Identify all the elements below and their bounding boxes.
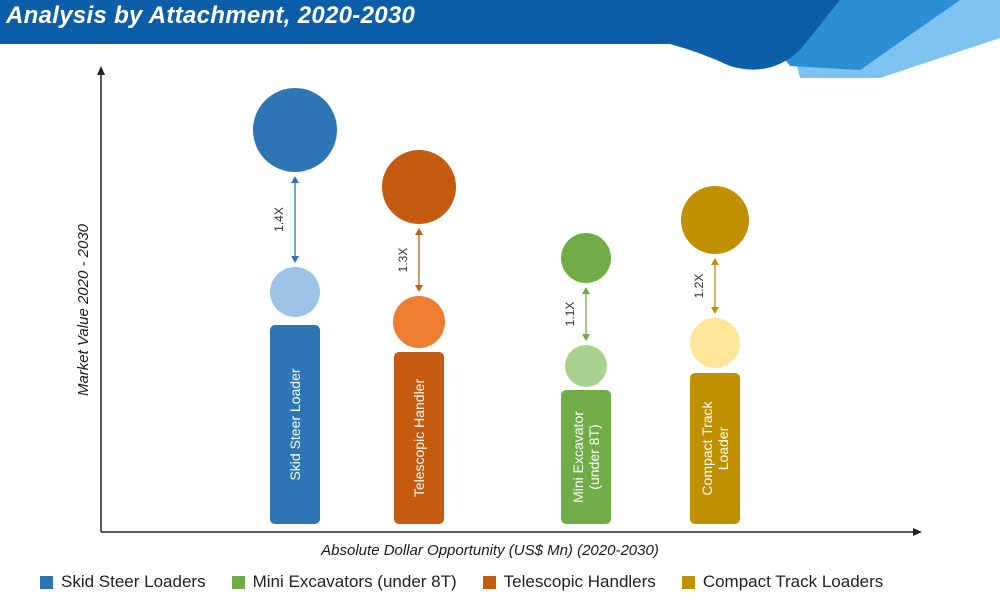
series-group: Compact Track Loader 1.2X [681,186,749,524]
series-group: Telescopic Handler 1.3X [382,150,456,524]
arrow-head-down [415,285,423,292]
legend-swatch [681,575,695,589]
bar [270,325,320,524]
legend-swatch [482,575,496,589]
legend-item: Skid Steer Loaders [40,572,206,592]
legend-label: Skid Steer Loaders [61,572,206,591]
arrow-head-down [582,334,590,341]
arrow-head-up [711,258,719,265]
growth-ratio-label: 1.3X [396,248,410,273]
banner-dark-band [0,0,840,70]
arrow-head-up [582,287,590,294]
y-axis-label: Market Value 2020 - 2030 [75,223,92,396]
legend-label: Compact Track Loaders [702,572,884,591]
title-banner [0,0,1000,78]
series-group: Skid Steer Loader 1.4X [253,88,337,524]
bubble-2020 [690,318,740,368]
x-axis-label: Absolute Dollar Opportunity (US$ Mn) (20… [320,542,659,559]
legend-item: Mini Excavators (under 8T) [231,572,457,592]
arrow-head-up [415,228,423,235]
bubble-2030 [561,233,611,283]
legend-label: Telescopic Handlers [503,572,656,591]
bar-label: Mini Excavator [570,411,586,503]
legend-label: Mini Excavators (under 8T) [252,572,457,591]
bar [690,373,740,524]
legend-item: Telescopic Handlers [482,572,656,592]
series-group: Mini Excavator (under 8T) 1.1X [561,233,611,524]
bubble-2030 [382,150,456,224]
bubble-2020 [565,345,607,387]
bubble-2020 [393,296,445,348]
bar-label: Compact Track [699,400,715,495]
bar-label: (under 8T) [586,424,602,489]
bubble-2030 [253,88,337,172]
chart-title: Analysis by Attachment, 2020-2030 [6,2,416,29]
bar-label: Telescopic Handler [411,379,427,498]
bubble-2030 [681,186,749,254]
arrow-head-down [711,307,719,314]
bar-label: Loader [715,426,731,470]
growth-ratio-label: 1.4X [272,207,286,232]
arrow-head-down [291,256,299,263]
bar [561,390,611,524]
legend-swatch [231,575,245,589]
arrow-head-up [291,176,299,183]
legend-item: Compact Track Loaders [681,572,884,592]
bar-label: Skid Steer Loader [287,368,303,480]
bar [394,352,444,524]
legend: Skid Steer Loaders Mini Excavators (under… [40,570,980,594]
chart-marks: Skid Steer Loader 1.4X Telescopic Handler 1… [253,88,749,524]
growth-ratio-label: 1.1X [563,302,577,327]
legend-swatch [40,575,53,589]
growth-ratio-label: 1.2X [692,274,706,299]
bubble-2020 [270,267,320,317]
